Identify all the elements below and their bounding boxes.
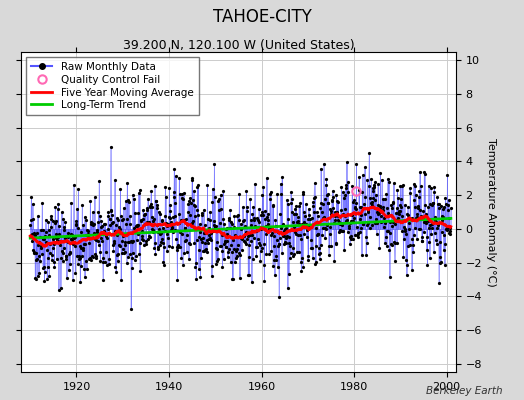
Y-axis label: Temperature Anomaly (°C): Temperature Anomaly (°C) [486,138,496,286]
Legend: Raw Monthly Data, Quality Control Fail, Five Year Moving Average, Long-Term Tren: Raw Monthly Data, Quality Control Fail, … [26,57,199,116]
Text: TAHOE-CITY: TAHOE-CITY [213,8,311,26]
Title: 39.200 N, 120.100 W (United States): 39.200 N, 120.100 W (United States) [123,39,354,52]
Text: Berkeley Earth: Berkeley Earth [427,386,503,396]
